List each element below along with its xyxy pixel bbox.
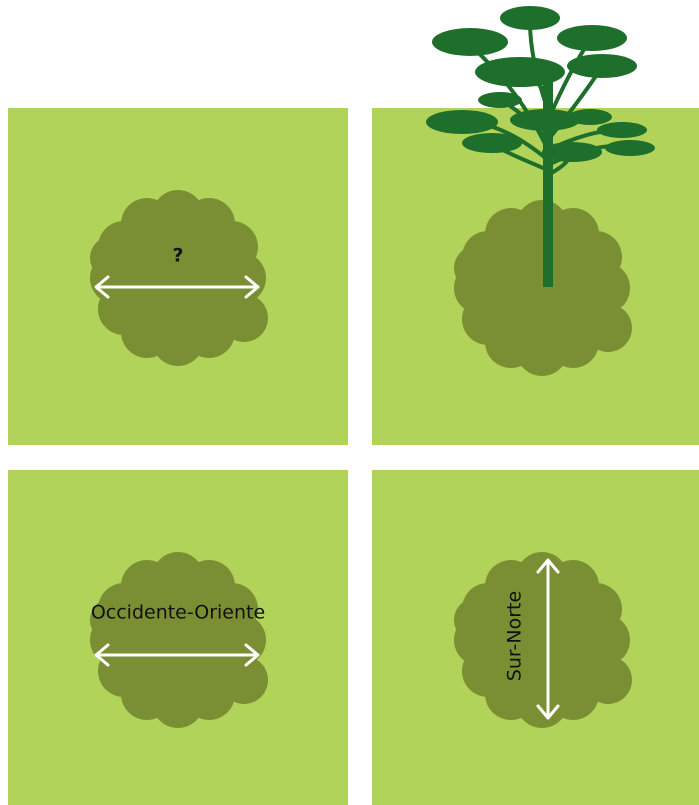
label: Occidente-Oriente bbox=[91, 602, 265, 624]
arrow bbox=[94, 275, 260, 299]
tree bbox=[426, 6, 655, 287]
arrow bbox=[536, 558, 560, 720]
arrow bbox=[94, 643, 260, 667]
label: ? bbox=[172, 245, 183, 267]
label: Sur-Norte bbox=[504, 591, 526, 681]
